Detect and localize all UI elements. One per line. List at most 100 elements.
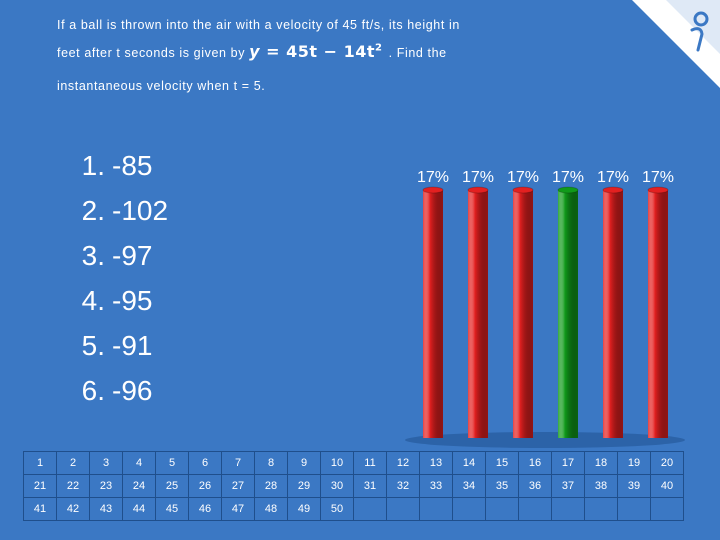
turning-point-logo-icon	[632, 0, 720, 88]
answer-value: -85	[112, 150, 153, 181]
grid-cell-empty	[419, 497, 453, 521]
answer-option-6: 6. -96	[60, 375, 153, 411]
grid-cell: 10	[320, 451, 354, 475]
answer-number: 5.	[81, 330, 105, 361]
answer-value: -97	[112, 240, 153, 271]
grid-cell: 26	[188, 474, 222, 498]
bar-top-1	[422, 186, 444, 194]
answer-value: -102	[112, 195, 169, 226]
bar-value-label: 17%	[552, 169, 584, 186]
formula-term1: 45t	[286, 42, 318, 61]
chart-floor	[405, 432, 685, 448]
bar-value-label: 17%	[597, 169, 629, 186]
grid-cell: 31	[353, 474, 387, 498]
answer-value: -96	[112, 375, 153, 406]
grid-cell-empty	[353, 497, 387, 521]
grid-cell: 2	[56, 451, 90, 475]
bar-top-6	[647, 186, 669, 194]
grid-cell: 12	[386, 451, 420, 475]
grid-cell: 49	[287, 497, 321, 521]
grid-row: 1 2 3 4 5 6 7 8 9 10 11 12 13 14 15 16 17 18 19 20	[23, 451, 684, 475]
answer-option-5: 5. -91	[60, 330, 153, 366]
answer-number: 2.	[81, 195, 105, 226]
grid-cell: 18	[584, 451, 618, 475]
bar-shading-2	[468, 190, 488, 438]
grid-cell: 44	[122, 497, 156, 521]
bar-top-3	[512, 186, 534, 194]
grid-cell: 25	[155, 474, 189, 498]
grid-cell: 32	[386, 474, 420, 498]
formula-exponent: 2	[375, 42, 383, 54]
bar-shading-3	[513, 190, 533, 438]
grid-cell: 34	[452, 474, 486, 498]
grid-cell: 21	[23, 474, 57, 498]
bar-value-label: 17%	[417, 169, 449, 186]
grid-cell: 16	[518, 451, 552, 475]
bar-value-label: 17%	[507, 169, 539, 186]
grid-row: 21 22 23 24 25 26 27 28 29 30 31 32 33 34 35 36 37 38 39 40	[23, 474, 684, 498]
answer-option-3: 3. -97	[60, 240, 153, 276]
grid-cell: 36	[518, 474, 552, 498]
grid-cell: 46	[188, 497, 222, 521]
grid-cell: 48	[254, 497, 288, 521]
grid-cell: 30	[320, 474, 354, 498]
grid-cell-empty	[485, 497, 519, 521]
grid-cell: 20	[650, 451, 684, 475]
answer-number: 1.	[81, 150, 105, 181]
grid-cell: 4	[122, 451, 156, 475]
grid-cell: 41	[23, 497, 57, 521]
grid-cell: 38	[584, 474, 618, 498]
question-line-1: If a ball is thrown into the air with a …	[57, 18, 460, 32]
response-bar-chart: 17%117%217%317%417%517%6	[405, 169, 685, 448]
answer-value: -95	[112, 285, 153, 316]
grid-cell: 29	[287, 474, 321, 498]
grid-cell: 6	[188, 451, 222, 475]
grid-cell: 1	[23, 451, 57, 475]
grid-row: 41 42 43 44 45 46 47 48 49 50	[23, 497, 684, 521]
grid-cell: 24	[122, 474, 156, 498]
question-line-2: feet after t seconds is given by y = 45t…	[57, 42, 447, 61]
grid-cell: 27	[221, 474, 255, 498]
grid-cell: 37	[551, 474, 585, 498]
answer-value: -91	[112, 330, 153, 361]
grid-cell: 15	[485, 451, 519, 475]
bar-value-label: 17%	[462, 169, 494, 186]
grid-cell: 14	[452, 451, 486, 475]
answer-number: 3.	[81, 240, 105, 271]
bar-shading-4	[558, 190, 578, 438]
grid-cell: 50	[320, 497, 354, 521]
answer-option-4: 4. -95	[60, 285, 153, 321]
grid-cell: 7	[221, 451, 255, 475]
grid-cell-empty	[551, 497, 585, 521]
grid-cell-empty	[386, 497, 420, 521]
bar-top-4	[557, 186, 579, 194]
grid-cell-empty	[650, 497, 684, 521]
question-line-3: instantaneous velocity when t = 5.	[57, 79, 266, 93]
grid-cell-empty	[518, 497, 552, 521]
formula: y = 45t − 14t2	[249, 42, 388, 61]
grid-cell: 35	[485, 474, 519, 498]
bar-shading-5	[603, 190, 623, 438]
bar-shading-6	[648, 190, 668, 438]
bar-top-5	[602, 186, 624, 194]
bar-value-label: 17%	[642, 169, 674, 186]
grid-cell: 3	[89, 451, 123, 475]
grid-cell: 8	[254, 451, 288, 475]
grid-cell: 9	[287, 451, 321, 475]
formula-term2: 14t	[343, 42, 376, 61]
answer-number: 4.	[81, 285, 105, 316]
grid-cell: 33	[419, 474, 453, 498]
grid-cell: 40	[650, 474, 684, 498]
grid-cell: 11	[353, 451, 387, 475]
bar-shading-1	[423, 190, 443, 438]
grid-cell: 19	[617, 451, 651, 475]
grid-cell: 43	[89, 497, 123, 521]
question-line-2-prefix: feet after t seconds is given by	[57, 46, 246, 60]
grid-cell-empty	[452, 497, 486, 521]
question-line-2-suffix: . Find the	[388, 46, 447, 60]
answer-option-1: 1. -85	[60, 150, 153, 186]
grid-cell: 17	[551, 451, 585, 475]
grid-cell: 39	[617, 474, 651, 498]
grid-cell: 45	[155, 497, 189, 521]
